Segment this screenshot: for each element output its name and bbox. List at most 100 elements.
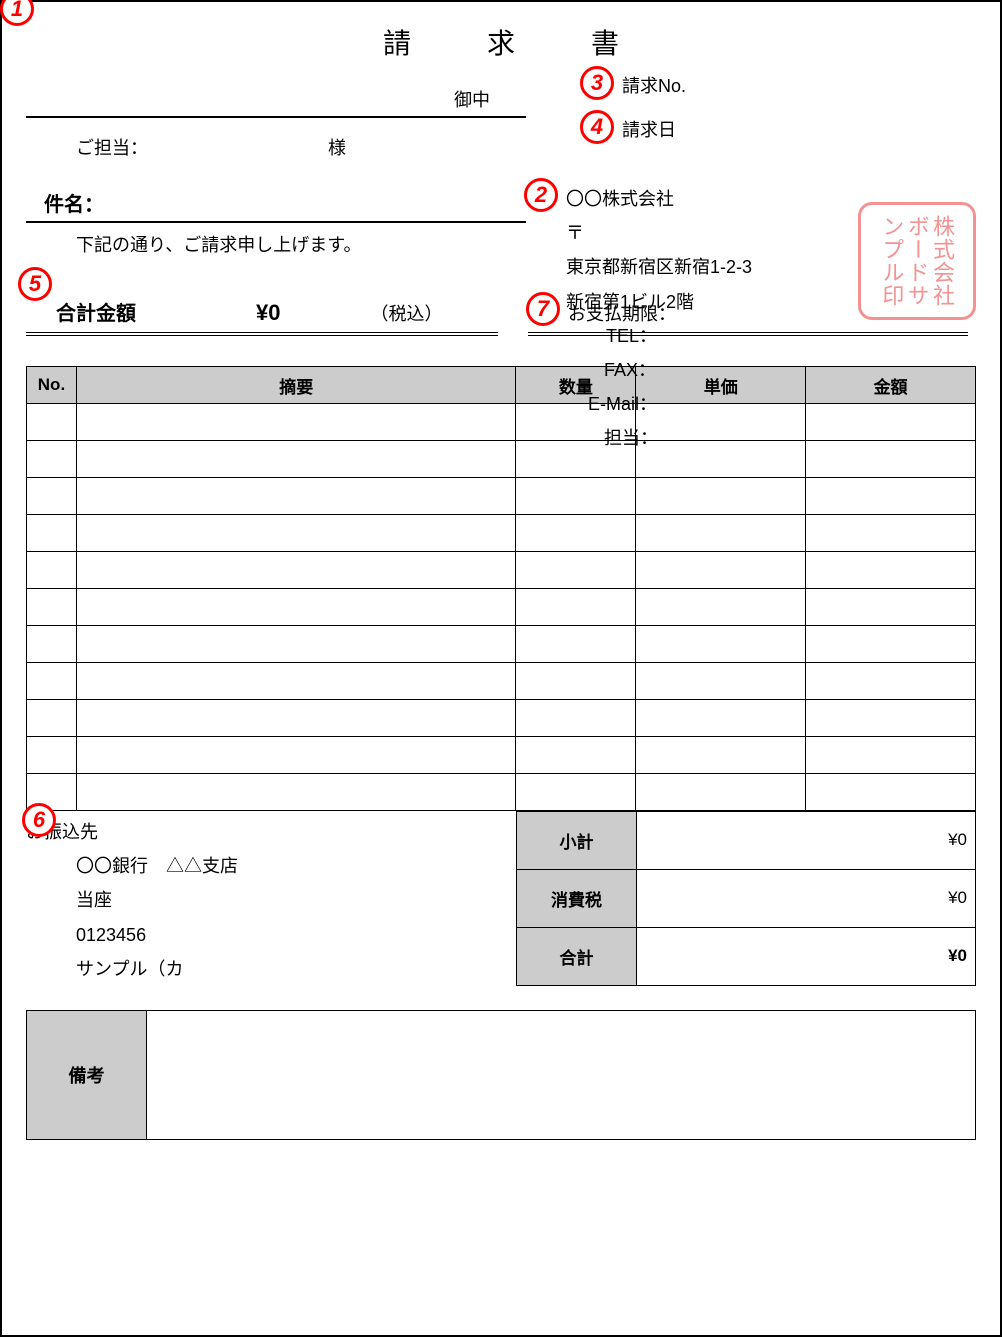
col-header-desc: 摘要 bbox=[76, 367, 515, 404]
remarks-box[interactable]: 備考 bbox=[26, 1010, 976, 1140]
table-cell[interactable] bbox=[76, 663, 515, 700]
marker-2: 2 bbox=[524, 178, 558, 212]
table-cell[interactable] bbox=[806, 589, 976, 626]
total-label: 合計金額 bbox=[56, 297, 136, 326]
bank-name: 〇〇銀行 △△支店 bbox=[26, 849, 516, 883]
table-cell[interactable] bbox=[806, 552, 976, 589]
marker-3: 3 bbox=[580, 66, 614, 100]
subtotal-value: ¥0 bbox=[637, 812, 976, 870]
table-cell[interactable] bbox=[27, 515, 77, 552]
marker-4: 4 bbox=[580, 110, 614, 144]
table-cell[interactable] bbox=[76, 774, 515, 811]
table-row[interactable] bbox=[27, 700, 976, 737]
table-cell[interactable] bbox=[806, 478, 976, 515]
bank-title: お振込先 bbox=[26, 815, 516, 849]
table-row[interactable] bbox=[27, 626, 976, 663]
table-cell[interactable] bbox=[516, 774, 636, 811]
table-cell[interactable] bbox=[516, 478, 636, 515]
table-cell[interactable] bbox=[76, 404, 515, 441]
bank-number: 0123456 bbox=[26, 918, 516, 952]
table-cell[interactable] bbox=[636, 552, 806, 589]
table-cell[interactable] bbox=[636, 774, 806, 811]
table-cell[interactable] bbox=[27, 441, 77, 478]
total-tax-note: （税込） bbox=[370, 300, 442, 326]
table-row[interactable] bbox=[27, 552, 976, 589]
table-cell[interactable] bbox=[636, 663, 806, 700]
bank-type: 当座 bbox=[26, 883, 516, 917]
table-cell[interactable] bbox=[516, 663, 636, 700]
grandtotal-label: 合計 bbox=[517, 927, 637, 985]
subtotal-label: 小計 bbox=[517, 812, 637, 870]
table-row[interactable] bbox=[27, 478, 976, 515]
contact-label: ご担当： bbox=[76, 134, 148, 160]
table-row[interactable] bbox=[27, 737, 976, 774]
bank-holder: サンプル（カ bbox=[26, 952, 516, 986]
table-row[interactable] bbox=[27, 515, 976, 552]
table-cell[interactable] bbox=[76, 478, 515, 515]
table-cell[interactable] bbox=[636, 737, 806, 774]
table-cell[interactable] bbox=[76, 441, 515, 478]
due-date-label: お支払期限： bbox=[568, 304, 676, 324]
table-cell[interactable] bbox=[76, 737, 515, 774]
table-cell[interactable] bbox=[806, 700, 976, 737]
company-postal: 〒 bbox=[566, 223, 584, 243]
document-title: 請 求 書 bbox=[26, 22, 976, 62]
table-cell[interactable] bbox=[516, 552, 636, 589]
marker-5: 5 bbox=[18, 267, 52, 301]
company-name: 〇〇株式会社 bbox=[566, 189, 674, 209]
table-cell[interactable] bbox=[76, 515, 515, 552]
grandtotal-value: ¥0 bbox=[637, 927, 976, 985]
table-cell[interactable] bbox=[27, 737, 77, 774]
table-cell[interactable] bbox=[27, 478, 77, 515]
subject-label: 件名： bbox=[44, 194, 104, 216]
table-cell[interactable] bbox=[76, 552, 515, 589]
onchu-label: 御中 bbox=[454, 86, 490, 112]
sama-label: 様 bbox=[328, 134, 346, 160]
table-cell[interactable] bbox=[806, 626, 976, 663]
company-email: E-Mail： bbox=[588, 394, 657, 414]
table-cell[interactable] bbox=[806, 737, 976, 774]
table-row[interactable] bbox=[27, 663, 976, 700]
table-cell[interactable] bbox=[27, 589, 77, 626]
table-cell[interactable] bbox=[636, 515, 806, 552]
col-header-no: No. bbox=[27, 367, 77, 404]
summary-table: 小計 ¥0 消費税 ¥0 合計 ¥0 bbox=[516, 811, 976, 986]
invoice-date-label: 請求日 bbox=[622, 120, 676, 140]
table-cell[interactable] bbox=[76, 589, 515, 626]
tax-value: ¥0 bbox=[637, 869, 976, 927]
table-cell[interactable] bbox=[27, 663, 77, 700]
table-cell[interactable] bbox=[806, 515, 976, 552]
invoice-note: 下記の通り、ご請求申し上げます。 bbox=[26, 223, 526, 257]
total-amount: ¥0 bbox=[256, 300, 280, 326]
table-cell[interactable] bbox=[516, 515, 636, 552]
client-name-line[interactable]: 御中 bbox=[26, 82, 526, 118]
table-cell[interactable] bbox=[516, 737, 636, 774]
marker-6: 6 bbox=[22, 803, 56, 837]
table-cell[interactable] bbox=[636, 478, 806, 515]
table-cell[interactable] bbox=[806, 663, 976, 700]
remarks-label: 備考 bbox=[27, 1011, 147, 1139]
table-cell[interactable] bbox=[27, 552, 77, 589]
table-cell[interactable] bbox=[76, 626, 515, 663]
table-cell[interactable] bbox=[636, 626, 806, 663]
table-cell[interactable] bbox=[27, 700, 77, 737]
table-cell[interactable] bbox=[27, 404, 77, 441]
company-contact: 担当： bbox=[604, 428, 658, 448]
table-cell[interactable] bbox=[76, 700, 515, 737]
table-cell[interactable] bbox=[516, 626, 636, 663]
table-cell[interactable] bbox=[806, 774, 976, 811]
table-cell[interactable] bbox=[27, 626, 77, 663]
table-row[interactable] bbox=[27, 589, 976, 626]
table-cell[interactable] bbox=[516, 589, 636, 626]
company-fax: FAX： bbox=[604, 360, 656, 380]
table-cell[interactable] bbox=[636, 700, 806, 737]
table-row[interactable] bbox=[27, 774, 976, 811]
subject-line[interactable]: 件名： bbox=[26, 184, 526, 223]
tax-label: 消費税 bbox=[517, 869, 637, 927]
company-addr1: 東京都新宿区新宿1-2-3 bbox=[566, 257, 752, 277]
remarks-body[interactable] bbox=[147, 1011, 975, 1139]
table-cell[interactable] bbox=[516, 700, 636, 737]
marker-7: 7 bbox=[526, 292, 560, 326]
invoice-no-label: 請求No. bbox=[622, 76, 686, 96]
table-cell[interactable] bbox=[636, 589, 806, 626]
